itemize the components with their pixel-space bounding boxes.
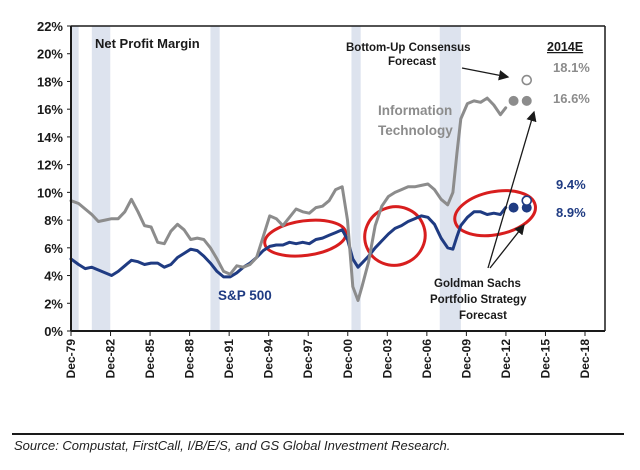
gs-forecast-point: [521, 95, 532, 106]
y-tick-label: 16%: [37, 102, 63, 117]
x-tick-label: Dec-18: [578, 339, 592, 379]
recession-band: [351, 26, 361, 331]
it-gs-value: 16.6%: [553, 91, 590, 106]
recession-bands: [72, 26, 461, 331]
consensus-forecast-point: [521, 74, 533, 86]
sp500-series-label: S&P 500: [218, 288, 272, 303]
y-tick-label: 2%: [44, 296, 63, 311]
x-tick-label: Dec-12: [499, 339, 513, 379]
x-tick-label: Dec-88: [183, 339, 197, 379]
highlight-ellipse: [263, 218, 348, 258]
gs-it-arrow: [487, 110, 537, 269]
gs-sp500-arrow: [489, 223, 525, 269]
highlight-ellipse: [363, 205, 427, 267]
source-note: Source: Compustat, FirstCall, I/B/E/S, a…: [14, 438, 451, 453]
x-axis-ticks: Dec-79 Dec-82 Dec-85 Dec-88 Dec-91 Dec-94 Dec-…: [64, 331, 592, 378]
sp-consensus-value: 9.4%: [556, 177, 586, 192]
it-line: [69, 96, 508, 302]
highlight-ellipses: [263, 189, 537, 267]
sp500-line: [69, 206, 508, 279]
consensus-arrow: [461, 67, 510, 81]
forecast-points: [508, 74, 533, 213]
x-tick-label: Dec-91: [222, 339, 236, 379]
recession-band: [91, 26, 111, 331]
x-tick-label: Dec-94: [262, 339, 276, 379]
x-tick-label: Dec-15: [538, 339, 552, 379]
recession-band: [439, 26, 461, 331]
y-tick-label: 10%: [37, 185, 63, 200]
consensus-label-line2: Forecast: [388, 56, 436, 68]
x-tick-label: Dec-85: [143, 339, 157, 379]
x-tick-label: Dec-97: [301, 339, 315, 379]
gs-label-line2: Portfolio Strategy: [430, 294, 527, 306]
y-tick-label: 0%: [44, 324, 63, 339]
y-tick-label: 12%: [37, 158, 63, 173]
y-tick-label: 20%: [37, 47, 63, 62]
y-tick-label: 8%: [44, 213, 63, 228]
y-tick-label: 22%: [37, 19, 63, 34]
y-axis-ticks: 0% 2% 4% 6% 8% 10% 12% 14% 16% 18% 20% 22%: [37, 19, 71, 339]
x-tick-label: Dec-09: [459, 339, 473, 379]
it-series-label-line2: Technology: [378, 123, 453, 138]
x-tick-label: Dec-03: [380, 339, 394, 379]
it-series-label-line1: Information: [378, 103, 452, 118]
gs-forecast-point: [508, 202, 519, 213]
gs-label-line1: Goldman Sachs: [434, 278, 521, 290]
x-tick-label: Dec-82: [104, 339, 118, 379]
series-lines: [69, 96, 508, 302]
source-divider: [12, 433, 624, 435]
consensus-forecast-point: [521, 195, 533, 206]
axes: [70, 25, 606, 332]
recession-band: [72, 26, 79, 331]
it-consensus-value: 18.1%: [553, 60, 590, 75]
y-tick-label: 4%: [44, 269, 63, 284]
y-tick-label: 6%: [44, 241, 63, 256]
gs-label-line3: Forecast: [459, 310, 507, 322]
recession-band: [210, 26, 220, 331]
x-tick-label: Dec-00: [341, 339, 355, 379]
consensus-label-line1: Bottom-Up Consensus: [346, 42, 471, 54]
year-label-2014e: 2014E: [547, 40, 583, 54]
chart-title: Net Profit Margin: [95, 36, 200, 51]
sp-gs-value: 8.9%: [556, 205, 586, 220]
annotation-arrows: [461, 67, 537, 269]
y-tick-label: 14%: [37, 130, 63, 145]
highlight-ellipse: [453, 189, 537, 238]
x-tick-label: Dec-79: [64, 339, 78, 379]
x-tick-label: Dec-06: [420, 339, 434, 379]
y-tick-label: 18%: [37, 74, 63, 89]
gs-forecast-point: [508, 95, 519, 106]
